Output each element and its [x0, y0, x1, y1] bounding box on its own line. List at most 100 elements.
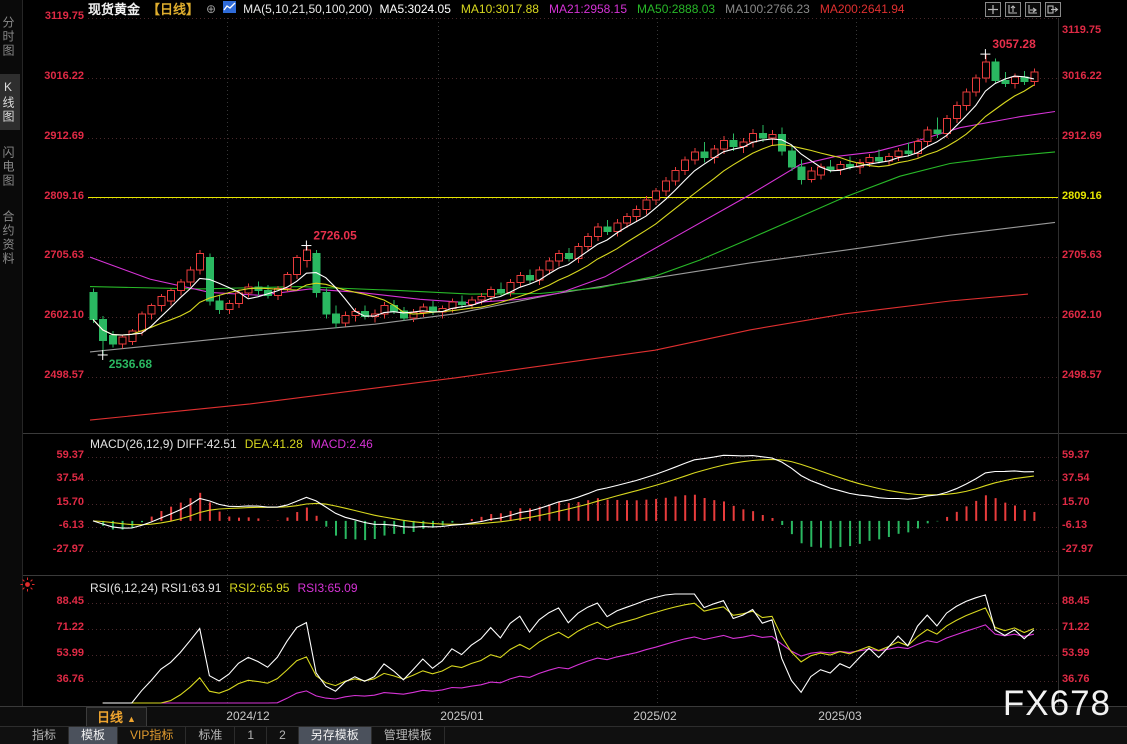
kline-chart-icon [223, 0, 237, 18]
toolbar-item-标准[interactable]: 标准 [186, 727, 236, 744]
price-annotation: 2536.68 [109, 357, 153, 371]
chevron-up-icon: ▲ [127, 714, 136, 724]
axis-tick: 2705.63 [1062, 249, 1102, 262]
rsi-plot [102, 593, 1035, 704]
fit-x-axis-icon[interactable] [1025, 2, 1041, 17]
chart-header: 现货黄金 【日线】 ⊕ MA(5,10,21,50,100,200) MA5:3… [88, 0, 915, 18]
diff-line [92, 454, 1034, 529]
axis-tick: 2912.69 [1062, 129, 1102, 142]
axis-tick: 53.99 [1062, 647, 1090, 659]
x-axis-month-label: 2024/12 [226, 709, 270, 723]
expand-icon[interactable]: ⊕ [206, 1, 217, 16]
ma-value: MA50:2888.03 [637, 1, 716, 16]
ma-values: MA5:3024.05 MA10:3017.88 MA21:2958.15 MA50:… [380, 1, 915, 18]
axis-tick: 2498.57 [1062, 369, 1102, 381]
axis-tick: 2809.16 [44, 189, 84, 202]
toolbar-item-2[interactable]: 2 [267, 727, 299, 744]
toolbar-item-指标[interactable]: 指标 [20, 727, 70, 744]
axis-tick: 88.45 [56, 595, 84, 607]
indicator-value: DEA:41.28 [244, 437, 303, 451]
indicator-value: MACD(26,12,9) DIFF:42.51 [90, 437, 237, 451]
axis-tick: 59.37 [1062, 449, 1090, 461]
toolbar-item-VIP指标[interactable]: VIP指标 [118, 727, 187, 744]
ma-value: MA10:3017.88 [460, 1, 539, 16]
price-annotation: 2726.05 [313, 229, 357, 243]
axis-tick: 2912.69 [44, 129, 84, 142]
axis-tick: 2602.10 [1062, 309, 1102, 322]
rsi-header: RSI(6,12,24) RSI1:63.91 RSI2:65.95 RSI3:65… [90, 581, 366, 595]
toolbar-item-模板[interactable]: 模板 [69, 727, 119, 744]
candles [89, 54, 1039, 355]
sidebar-tab-K线图[interactable]: K线图 [0, 74, 20, 130]
axis-tick: -6.13 [58, 519, 84, 532]
period-selector-label: 日线 [97, 710, 124, 725]
axis-tick: 3016.22 [44, 69, 84, 82]
axis-tick: 37.54 [1062, 472, 1090, 485]
axis-tick: -6.13 [1062, 519, 1088, 532]
pan-icon[interactable] [985, 2, 1001, 17]
toolbar-item-1[interactable]: 1 [235, 727, 268, 744]
ma-line-ma200 [89, 293, 1029, 421]
ma-value: MA5:3024.05 [379, 1, 451, 16]
axis-tick: 15.70 [1062, 496, 1090, 508]
dea-line [92, 458, 1034, 526]
period-selector-button[interactable]: 日线 ▲ [86, 707, 147, 727]
indicator-alert-icon[interactable] [20, 577, 35, 597]
axis-tick: 36.76 [1062, 673, 1090, 685]
axis-tick: 36.76 [56, 673, 84, 685]
macd-header: MACD(26,12,9) DIFF:42.51 DEA:41.28 MACD:2.… [90, 437, 381, 451]
toolbar-item-另存模板[interactable]: 另存模板 [298, 727, 372, 744]
axis-tick: 37.54 [56, 472, 84, 485]
axis-tick: 2705.63 [44, 249, 84, 262]
axis-tick: 88.45 [1062, 595, 1090, 607]
ma-value: MA200:2641.94 [819, 1, 905, 16]
symbol-title: 现货黄金 [88, 1, 141, 17]
ma-value: MA100:2766.23 [725, 1, 810, 16]
axis-tick: -27.97 [1062, 543, 1094, 555]
indicator-value: RSI3:65.09 [297, 581, 358, 595]
fit-y-axis-icon[interactable] [1005, 2, 1021, 17]
ma-line-ma100 [89, 221, 1056, 353]
axis-tick: 2809.16 [1062, 189, 1102, 202]
axis-tick: 71.22 [1062, 621, 1090, 633]
price-axis-right: 3119.75 3016.22 2912.69 2809.16 2705.63 2602.… [1062, 0, 1126, 744]
bottom-toolbar: 指标 模板 VIP指标 标准 1 2 另存模板 管理模板 [0, 726, 1127, 744]
watermark: FX678 [1002, 684, 1111, 723]
sidebar-tab-分时图[interactable]: 分时图 [1, 16, 15, 58]
axis-tick: 2602.10 [44, 309, 84, 322]
rsi-line-rsi3 [102, 624, 1035, 704]
price-axis-left: 3119.75 3016.22 2912.69 2809.16 2705.63 2602.… [26, 0, 86, 744]
rsi-line-rsi2 [102, 602, 1035, 704]
time-axis-row: 日线 ▲ 2024/12 2025/01 2025/02 2025/03 [0, 706, 1127, 727]
indicator-value: RSI2:65.95 [229, 581, 290, 595]
indicator-value: RSI(6,12,24) RSI1:63.91 [90, 581, 222, 595]
period-label: 【日线】 [147, 1, 200, 17]
ma-line-ma50 [89, 151, 1056, 295]
exit-chart-icon[interactable] [1045, 2, 1061, 17]
left-tab-bar: 分时图 K线图闪电图合约资料 [0, 0, 23, 706]
axis-tick: 59.37 [56, 449, 84, 461]
ma-line-ma5 [92, 75, 1035, 336]
sidebar-tab-闪电图[interactable]: 闪电图 [1, 146, 15, 188]
x-axis-month-label: 2025/02 [633, 709, 677, 723]
x-axis-month-label: 2025/01 [440, 709, 484, 723]
macd-plot [92, 454, 1036, 549]
sidebar-tab-合约资料[interactable]: 合约资料 [1, 210, 15, 266]
ma-caption: MA(5,10,21,50,100,200) [243, 1, 373, 16]
x-axis-month-label: 2025/03 [818, 709, 862, 723]
axis-tick: 3119.75 [44, 10, 84, 22]
axis-tick: -27.97 [52, 543, 84, 555]
toolbar-item-管理模板[interactable]: 管理模板 [372, 727, 445, 744]
ma-value: MA21:2958.15 [548, 1, 628, 16]
chart-toolbar-icons [985, 2, 1061, 17]
ma-line-ma10 [92, 84, 1035, 336]
axis-tick: 3119.75 [1062, 24, 1102, 36]
indicator-value: MACD:2.46 [310, 437, 373, 451]
axis-tick: 2498.57 [44, 369, 84, 381]
price-annotation: 3057.28 [992, 37, 1036, 51]
rsi-line-rsi1 [102, 593, 1035, 704]
axis-tick: 71.22 [56, 621, 84, 633]
axis-tick: 53.99 [56, 647, 84, 659]
